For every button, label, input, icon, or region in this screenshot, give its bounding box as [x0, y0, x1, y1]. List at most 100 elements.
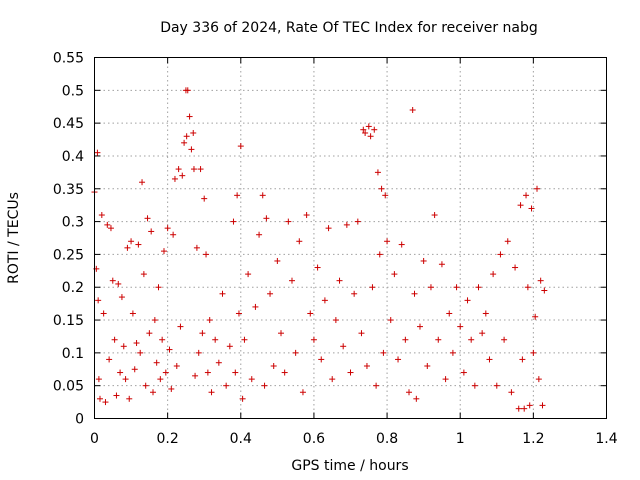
data-point	[528, 205, 535, 212]
data-point	[471, 382, 478, 389]
data-point	[460, 369, 467, 376]
data-point	[190, 129, 197, 136]
data-point	[193, 244, 200, 251]
data-point	[541, 287, 548, 294]
data-point	[416, 323, 423, 330]
data-point	[457, 323, 464, 330]
y-tick-label: 0.3	[62, 215, 84, 231]
data-point	[303, 212, 310, 219]
data-point	[409, 107, 416, 114]
x-tick-label: 0.8	[376, 431, 398, 447]
y-tick-label: 0.45	[53, 116, 84, 132]
y-tick-label: 0	[75, 412, 84, 428]
data-point	[363, 362, 370, 369]
data-point	[464, 297, 471, 304]
data-point	[208, 389, 215, 396]
data-point	[96, 395, 103, 402]
data-point	[170, 231, 177, 238]
data-point	[468, 336, 475, 343]
data-point	[307, 310, 314, 317]
data-point	[532, 313, 539, 320]
data-point	[199, 330, 206, 337]
data-point	[186, 113, 193, 120]
data-point	[135, 241, 142, 248]
data-point	[398, 241, 405, 248]
data-point	[117, 369, 124, 376]
data-point	[497, 251, 504, 258]
data-point	[232, 369, 239, 376]
data-point	[340, 343, 347, 350]
data-point	[212, 336, 219, 343]
data-point	[223, 382, 230, 389]
data-point	[252, 303, 259, 310]
data-point	[133, 340, 140, 347]
data-point	[526, 402, 533, 409]
y-axis-label: ROTI / TECUs	[6, 192, 22, 284]
data-point	[367, 133, 374, 140]
data-point	[329, 376, 336, 383]
data-point	[95, 376, 102, 383]
data-point	[288, 277, 295, 284]
data-point	[148, 228, 155, 235]
data-point	[285, 218, 292, 225]
data-point	[351, 290, 358, 297]
data-point	[171, 175, 178, 182]
data-point	[347, 369, 354, 376]
data-point	[164, 225, 171, 232]
data-point	[524, 284, 531, 291]
plot-frame	[94, 57, 607, 419]
x-tick-label: 0.4	[230, 431, 252, 447]
data-point	[376, 251, 383, 258]
data-point	[219, 290, 226, 297]
data-point	[146, 330, 153, 337]
data-point	[515, 405, 522, 412]
data-point	[508, 389, 515, 396]
data-point	[263, 215, 270, 222]
data-point	[109, 277, 116, 284]
data-point	[204, 369, 211, 376]
data-point	[362, 129, 369, 136]
data-point	[248, 376, 255, 383]
data-point	[256, 231, 263, 238]
data-point	[321, 297, 328, 304]
y-tick-label: 0.4	[62, 149, 84, 165]
data-point	[241, 336, 248, 343]
data-point	[332, 317, 339, 324]
data-point	[395, 356, 402, 363]
data-point	[160, 248, 167, 255]
data-point	[122, 376, 129, 383]
y-tick-label: 0.25	[53, 247, 84, 263]
data-point	[113, 392, 120, 399]
data-point	[354, 218, 361, 225]
data-point	[144, 215, 151, 222]
data-point	[104, 221, 111, 228]
data-point	[537, 277, 544, 284]
data-point	[371, 126, 378, 133]
data-point	[539, 402, 546, 409]
data-point	[129, 310, 136, 317]
y-tick-label: 0.15	[53, 313, 84, 329]
data-point	[173, 362, 180, 369]
data-point	[94, 149, 101, 156]
data-point	[126, 395, 133, 402]
data-point	[490, 271, 497, 278]
data-point	[521, 405, 528, 412]
data-point	[446, 310, 453, 317]
y-tick-label: 0.1	[62, 346, 84, 362]
data-point	[384, 238, 391, 245]
data-point	[325, 225, 332, 232]
data-point	[261, 382, 268, 389]
data-point	[378, 185, 385, 192]
data-point	[420, 257, 427, 264]
data-point	[166, 346, 173, 353]
data-point	[431, 212, 438, 219]
data-point	[179, 172, 186, 179]
data-point	[124, 244, 131, 251]
data-point	[159, 336, 166, 343]
data-point	[373, 382, 380, 389]
data-point	[343, 221, 350, 228]
data-point	[453, 284, 460, 291]
data-point	[226, 343, 233, 350]
data-point	[131, 366, 138, 373]
data-point	[183, 133, 190, 140]
